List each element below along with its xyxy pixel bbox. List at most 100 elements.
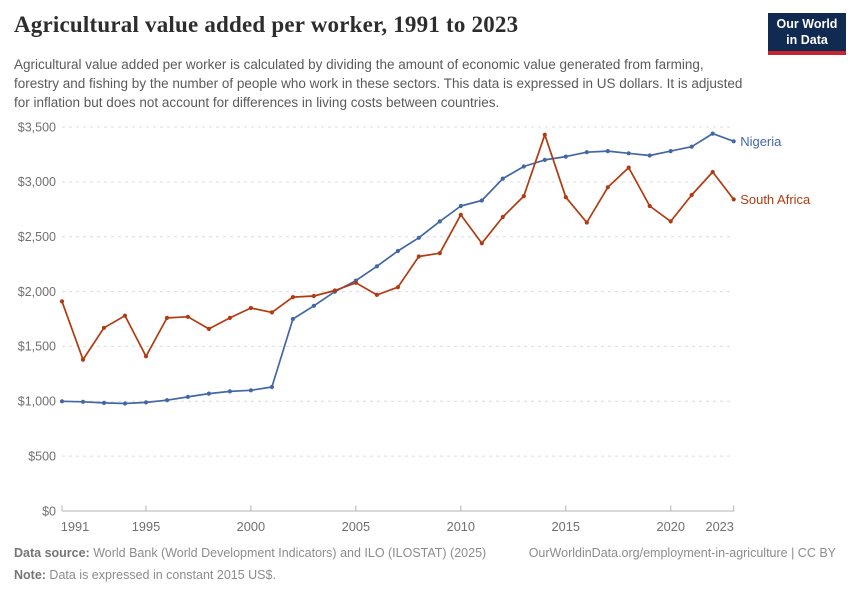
x-axis-tick-label: 2020	[656, 519, 684, 534]
note-value: Data is expressed in constant 2015 US$.	[45, 568, 276, 582]
data-point-south-africa[interactable]	[59, 299, 65, 304]
y-axis-tick-label: $1,000	[18, 395, 56, 409]
data-point-south-africa[interactable]	[479, 241, 484, 246]
x-axis-tick-label: 2000	[237, 519, 265, 534]
data-point-south-africa[interactable]	[227, 315, 232, 320]
data-point-south-africa[interactable]	[290, 295, 295, 300]
data-point-south-africa[interactable]	[500, 214, 505, 220]
data-point-nigeria[interactable]	[542, 157, 547, 162]
series-nigeria[interactable]: Nigeria	[59, 131, 782, 406]
data-point-nigeria[interactable]	[101, 400, 107, 405]
data-point-south-africa[interactable]	[248, 305, 253, 311]
data-point-south-africa[interactable]	[647, 203, 652, 209]
data-point-nigeria[interactable]	[668, 149, 673, 154]
x-axis-tick-label: 1995	[132, 519, 160, 534]
series-end-label-south-africa[interactable]: South Africa	[740, 192, 811, 207]
y-axis-tick-label: $3,000	[18, 175, 56, 189]
y-axis-tick-label: $2,500	[18, 230, 56, 244]
data-point-nigeria[interactable]	[584, 150, 589, 155]
data-point-south-africa[interactable]	[269, 310, 274, 315]
footer-source-row: Data source: World Bank (World Developme…	[14, 546, 836, 560]
data-point-south-africa[interactable]	[143, 354, 149, 359]
data-point-nigeria[interactable]	[227, 389, 232, 394]
data-point-nigeria[interactable]	[437, 219, 442, 224]
data-point-nigeria[interactable]	[185, 394, 190, 399]
data-point-south-africa[interactable]	[206, 326, 211, 331]
data-point-south-africa[interactable]	[185, 314, 190, 319]
y-axis-tick-label: $2,000	[18, 285, 56, 299]
data-point-nigeria[interactable]	[479, 198, 484, 203]
data-point-south-africa[interactable]	[164, 315, 170, 320]
line-chart[interactable]: $0 $500 $1,000 $1,500 $2,000 $2,500 $3,000 $3,5…	[0, 110, 850, 540]
data-point-nigeria[interactable]	[311, 303, 316, 308]
data-point-nigeria[interactable]	[626, 151, 631, 156]
data-point-south-africa[interactable]	[458, 212, 463, 217]
data-point-nigeria[interactable]	[395, 248, 400, 254]
data-point-nigeria[interactable]	[731, 139, 736, 144]
y-axis-tick-label: $3,500	[18, 120, 56, 134]
data-point-nigeria[interactable]	[143, 400, 149, 405]
data-source-text: Data source: World Bank (World Developme…	[14, 546, 486, 560]
chart-canvas[interactable]: $0 $500 $1,000 $1,500 $2,000 $2,500 $3,000 $3,5…	[0, 110, 850, 540]
series-south-africa[interactable]: South Africa	[59, 132, 811, 362]
data-point-south-africa[interactable]	[668, 219, 673, 224]
data-point-south-africa[interactable]	[416, 254, 421, 259]
data-point-south-africa[interactable]	[689, 192, 694, 198]
data-point-south-africa[interactable]	[563, 195, 568, 200]
data-point-nigeria[interactable]	[248, 388, 253, 393]
data-point-nigeria[interactable]	[374, 264, 379, 269]
data-point-south-africa[interactable]	[731, 197, 736, 202]
footer-note-row: Note: Data is expressed in constant 2015…	[14, 568, 836, 582]
data-point-south-africa[interactable]	[542, 132, 547, 137]
page-title: Agricultural value added per worker, 199…	[14, 12, 519, 37]
data-point-nigeria[interactable]	[206, 391, 211, 396]
data-point-nigeria[interactable]	[563, 154, 568, 159]
data-point-south-africa[interactable]	[395, 285, 400, 290]
data-point-south-africa[interactable]	[353, 280, 358, 285]
data-point-south-africa[interactable]	[332, 288, 337, 293]
data-point-south-africa[interactable]	[521, 194, 526, 199]
data-point-nigeria[interactable]	[710, 131, 715, 136]
data-source-value: World Bank (World Development Indicators…	[89, 546, 487, 560]
data-point-nigeria[interactable]	[458, 203, 463, 209]
data-point-south-africa[interactable]	[605, 185, 610, 190]
data-point-south-africa[interactable]	[80, 357, 86, 362]
data-point-nigeria[interactable]	[164, 398, 170, 403]
data-point-nigeria[interactable]	[269, 384, 274, 390]
data-point-nigeria[interactable]	[122, 401, 128, 406]
note-label: Note:	[14, 568, 46, 582]
data-point-nigeria[interactable]	[605, 149, 610, 154]
data-point-nigeria[interactable]	[500, 176, 505, 181]
data-point-south-africa[interactable]	[311, 293, 316, 299]
data-point-south-africa[interactable]	[374, 292, 379, 297]
data-point-nigeria[interactable]	[521, 164, 526, 169]
series-line-south-africa[interactable]	[61, 133, 735, 361]
y-axis-tick-label: $1,500	[18, 340, 56, 354]
x-axis-tick-label: 2023	[705, 519, 733, 534]
x-axis-tick-label: 1991	[61, 519, 89, 534]
data-point-south-africa[interactable]	[122, 313, 128, 318]
data-point-south-africa[interactable]	[710, 169, 715, 175]
owid-logo-line1: Our World	[776, 17, 838, 31]
citation-link[interactable]: OurWorldinData.org/employment-in-agricul…	[528, 546, 836, 560]
data-point-nigeria[interactable]	[59, 399, 65, 404]
y-axis-tick-label: $0	[42, 504, 56, 518]
data-source-label: Data source:	[14, 546, 90, 560]
data-point-south-africa[interactable]	[437, 251, 442, 256]
x-axis-tick-label: 2010	[447, 519, 475, 534]
x-axis-tick-label: 2015	[552, 519, 580, 534]
data-point-nigeria[interactable]	[290, 316, 295, 322]
chart-subtitle: Agricultural value added per worker is c…	[14, 57, 743, 111]
data-point-south-africa[interactable]	[626, 165, 631, 170]
data-point-south-africa[interactable]	[584, 220, 589, 225]
data-point-nigeria[interactable]	[689, 144, 694, 149]
data-point-nigeria[interactable]	[416, 235, 421, 240]
data-point-nigeria[interactable]	[647, 153, 652, 158]
owid-logo-line2: in Data	[786, 33, 828, 47]
data-point-south-africa[interactable]	[101, 325, 107, 330]
series-end-label-nigeria[interactable]: Nigeria	[740, 134, 782, 149]
data-point-nigeria[interactable]	[80, 399, 86, 404]
x-axis-tick-label: 2005	[342, 519, 370, 534]
owid-logo[interactable]: Our World in Data	[768, 13, 846, 55]
